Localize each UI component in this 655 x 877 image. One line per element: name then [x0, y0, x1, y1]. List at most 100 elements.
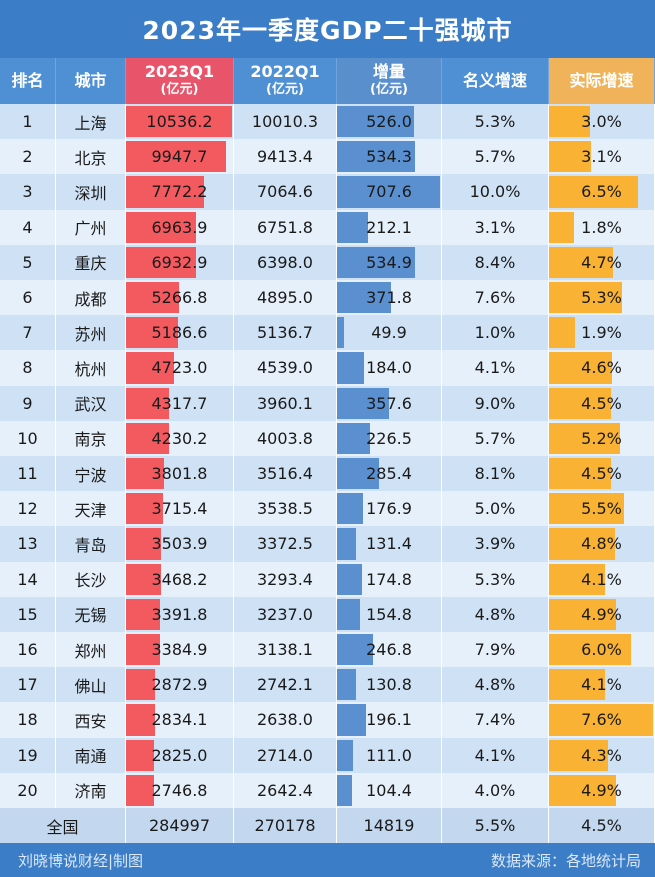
- cell-nominal: 4.1%: [442, 350, 549, 386]
- value-inc: 49.9: [371, 323, 407, 343]
- cell-real: 4.6%: [549, 350, 655, 386]
- bar-real: [549, 704, 653, 736]
- cell-nominal: 7.9%: [442, 632, 549, 668]
- value-q2022: 3538.5: [257, 499, 313, 519]
- bar-inc: [337, 774, 353, 806]
- cell-city: 成都: [56, 280, 126, 316]
- cell-q2023: 10536.2: [126, 104, 234, 140]
- cell-real: 5.5%: [549, 491, 655, 527]
- value-city: 长沙: [74, 571, 107, 591]
- table-row: 4 广州 6963.9 6751.8 212.1 3.1% 1.8%: [0, 209, 655, 245]
- bar-inc: [337, 493, 363, 525]
- bar-inc: [337, 704, 366, 736]
- bar-inc: [337, 634, 373, 666]
- value-inc: 534.9: [366, 252, 412, 272]
- bar-q2023: [126, 493, 164, 525]
- value-real: 5.3%: [581, 288, 622, 308]
- cell-rank: 14: [0, 561, 56, 597]
- value-q2022: 5136.7: [257, 323, 313, 343]
- cell-rank: 19: [0, 737, 56, 773]
- cell-inc: 174.8: [337, 561, 442, 597]
- cell-city: 西安: [56, 702, 126, 738]
- bar-real: [549, 352, 612, 384]
- value-real: 3.1%: [581, 147, 622, 167]
- cell-rank: 13: [0, 526, 56, 562]
- bar-inc: [337, 422, 370, 454]
- cell-city: 青岛: [56, 526, 126, 562]
- cell-q2023: 2872.9: [126, 667, 234, 703]
- cell-nominal: 5.3%: [442, 104, 549, 140]
- cell-q2022: 3237.0: [234, 596, 337, 632]
- value-q2022: 3372.5: [257, 534, 313, 554]
- cell-real: 5.2%: [549, 420, 655, 456]
- table-row: 7 苏州 5186.6 5136.7 49.9 1.0% 1.9%: [0, 315, 655, 351]
- value-real: 4.6%: [581, 358, 622, 378]
- bar-inc: [337, 141, 415, 173]
- cell-real: 4.1%: [549, 667, 655, 703]
- cell-real: 1.9%: [549, 315, 655, 351]
- cell-city: 南京: [56, 420, 126, 456]
- value-real: 4.1%: [581, 675, 622, 695]
- bar-q2023: [126, 528, 162, 560]
- bar-q2023: [126, 774, 154, 806]
- cell-q2023: 4723.0: [126, 350, 234, 386]
- cell-nominal: 4.8%: [442, 667, 549, 703]
- value-city: 天津: [74, 500, 107, 520]
- cell-city: 深圳: [56, 174, 126, 210]
- value-inc: 371.8: [366, 288, 412, 308]
- value-nominal: 7.6%: [474, 288, 516, 308]
- bar-q2023: [126, 317, 179, 349]
- value-q2022: 3293.4: [257, 569, 313, 589]
- value-city: 杭州: [74, 359, 107, 379]
- bar-q2023: [126, 106, 232, 138]
- cell-rank: 7: [0, 315, 56, 351]
- value-q2022: 4003.8: [257, 428, 313, 448]
- cell-real: 7.6%: [549, 702, 655, 738]
- cell-real: 4.9%: [549, 596, 655, 632]
- bar-real: [549, 422, 621, 454]
- bar-real: [549, 528, 615, 560]
- bar-inc: [337, 387, 390, 419]
- bar-real: [549, 387, 611, 419]
- bar-q2023: [126, 458, 165, 490]
- cell-real: 3.1%: [549, 139, 655, 175]
- value-real: 5.2%: [581, 428, 622, 448]
- header-2022q1: 2022Q1 (亿元): [234, 58, 337, 104]
- value-rank: 2: [22, 147, 33, 167]
- value-inc: 707.6: [366, 182, 412, 202]
- cell-nominal: 4.0%: [442, 772, 549, 808]
- value-real: 4.5%: [581, 464, 622, 484]
- table-row: 9 武汉 4317.7 3960.1 357.6 9.0% 4.5%: [0, 385, 655, 421]
- cell-real: 5.3%: [549, 280, 655, 316]
- bar-real: [549, 739, 608, 771]
- bar-inc: [337, 669, 357, 701]
- cell-inc: 49.9: [337, 315, 442, 351]
- cell-nominal: 10.0%: [442, 174, 549, 210]
- cell-inc: 104.4: [337, 772, 442, 808]
- cell-q2022: 3372.5: [234, 526, 337, 562]
- bar-inc: [337, 563, 363, 595]
- cell-nominal: 5.7%: [442, 139, 549, 175]
- bar-inc: [337, 317, 345, 349]
- value-nominal: 4.1%: [474, 745, 516, 765]
- header-increment: 增量 (亿元): [337, 58, 442, 104]
- table-row: 8 杭州 4723.0 4539.0 184.0 4.1% 4.6%: [0, 350, 655, 386]
- cell-real: 4.8%: [549, 526, 655, 562]
- value-nominal: 7.4%: [474, 710, 516, 730]
- value-q2023: 2834.1: [151, 710, 208, 730]
- cell-nominal: 4.1%: [442, 737, 549, 773]
- cell-rank: 20: [0, 772, 56, 808]
- cell-q2023: 3801.8: [126, 456, 234, 492]
- cell-rank: 4: [0, 209, 56, 245]
- total-nominal-growth: 5.5%: [442, 808, 549, 843]
- value-nominal: 4.1%: [474, 358, 516, 378]
- value-inc: 111.0: [366, 745, 412, 765]
- cell-q2022: 3516.4: [234, 456, 337, 492]
- total-2022q1: 270178: [234, 808, 337, 843]
- value-real: 4.5%: [581, 393, 622, 413]
- value-nominal: 4.8%: [474, 675, 516, 695]
- cell-inc: 131.4: [337, 526, 442, 562]
- value-real: 1.8%: [581, 217, 622, 237]
- value-rank: 15: [17, 604, 38, 624]
